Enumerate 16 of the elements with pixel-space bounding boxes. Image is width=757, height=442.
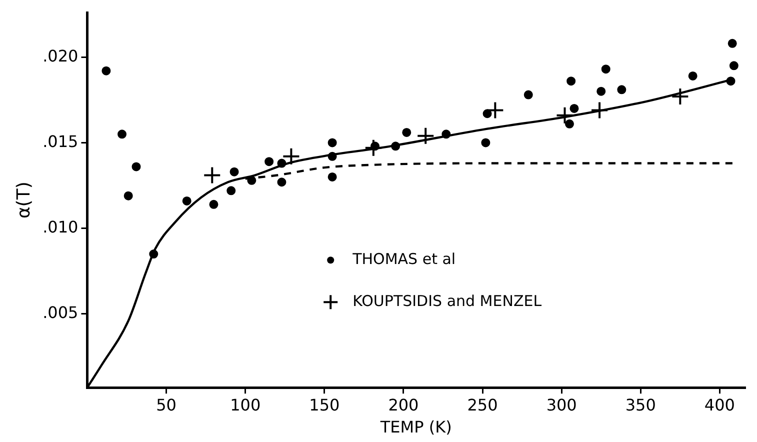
legend-label: KOUPTSIDIS and MENZEL: [352, 292, 542, 310]
legend-label: THOMAS et al: [352, 250, 456, 268]
x-tick-label: 200: [388, 395, 419, 414]
y-tick-label: .020: [42, 46, 78, 66]
y-tick-label: .015: [42, 132, 78, 151]
x-tick-label: 150: [309, 395, 340, 414]
x-tick-label: 350: [625, 395, 656, 414]
x-tick-label: 250: [467, 395, 498, 414]
x-axis-title: TEMP (K): [379, 418, 452, 437]
x-tick-label: 100: [230, 395, 261, 414]
y-tick-label: .005: [42, 303, 78, 322]
x-tick-label: 50: [156, 395, 176, 414]
x-tick-label: 300: [546, 395, 577, 414]
y-tick-label: .010: [42, 218, 78, 237]
x-tick-label: 400: [704, 395, 735, 414]
y-axis-title: α(T): [13, 182, 34, 219]
